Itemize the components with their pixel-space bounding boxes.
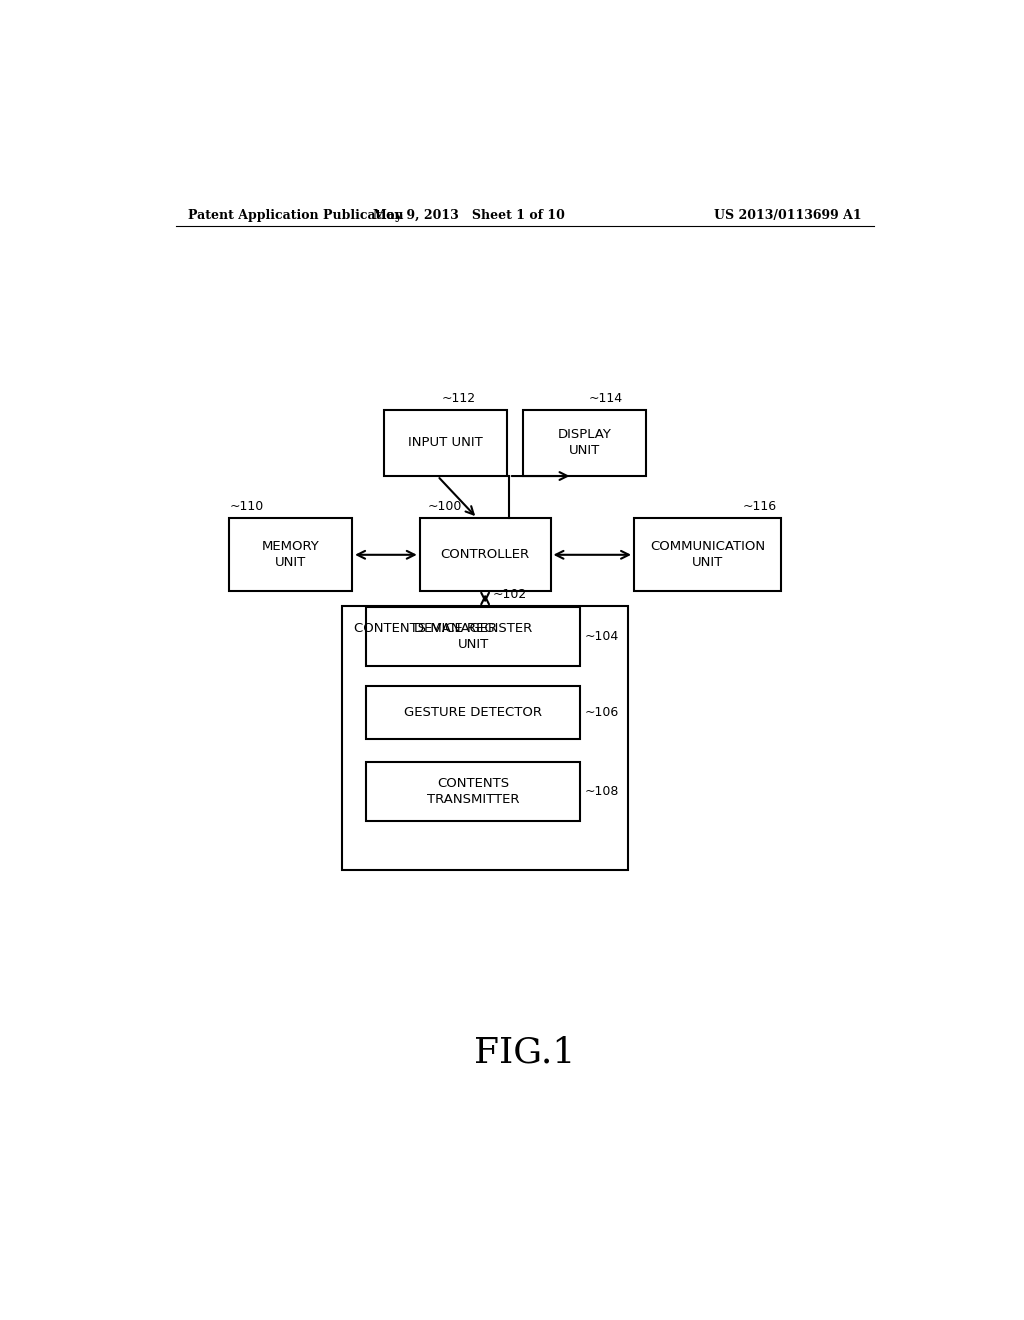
Text: DEVICE REGISTER
UNIT: DEVICE REGISTER UNIT [414, 622, 532, 651]
Bar [523, 411, 646, 477]
Text: ~112: ~112 [441, 392, 475, 405]
Text: MEMORY
UNIT: MEMORY UNIT [262, 540, 319, 569]
Text: ~102: ~102 [494, 587, 527, 601]
Text: May 9, 2013   Sheet 1 of 10: May 9, 2013 Sheet 1 of 10 [374, 209, 565, 222]
Text: ~106: ~106 [585, 706, 618, 719]
Text: FIG.1: FIG.1 [474, 1036, 575, 1069]
Bar [634, 519, 780, 591]
Bar [367, 762, 581, 821]
Text: US 2013/0113699 A1: US 2013/0113699 A1 [715, 209, 862, 222]
Bar [367, 686, 581, 739]
Text: COMMUNICATION
UNIT: COMMUNICATION UNIT [650, 540, 765, 569]
Text: ~108: ~108 [585, 785, 618, 799]
Bar [342, 606, 628, 870]
Text: ~104: ~104 [585, 630, 618, 643]
Text: ~114: ~114 [588, 392, 623, 405]
Text: ~110: ~110 [229, 500, 263, 513]
Bar [367, 607, 581, 665]
Text: CONTENTS MANAGER: CONTENTS MANAGER [354, 622, 498, 635]
Bar [229, 519, 352, 591]
Bar [420, 519, 551, 591]
Text: CONTENTS
TRANSMITTER: CONTENTS TRANSMITTER [427, 777, 519, 807]
Text: ~116: ~116 [742, 500, 777, 513]
Text: CONTROLLER: CONTROLLER [440, 548, 529, 561]
Text: DISPLAY
UNIT: DISPLAY UNIT [557, 429, 611, 458]
Text: Patent Application Publication: Patent Application Publication [187, 209, 403, 222]
Text: ~100: ~100 [428, 500, 462, 513]
Bar [384, 411, 507, 477]
Text: GESTURE DETECTOR: GESTURE DETECTOR [404, 706, 543, 719]
Text: INPUT UNIT: INPUT UNIT [409, 437, 482, 450]
